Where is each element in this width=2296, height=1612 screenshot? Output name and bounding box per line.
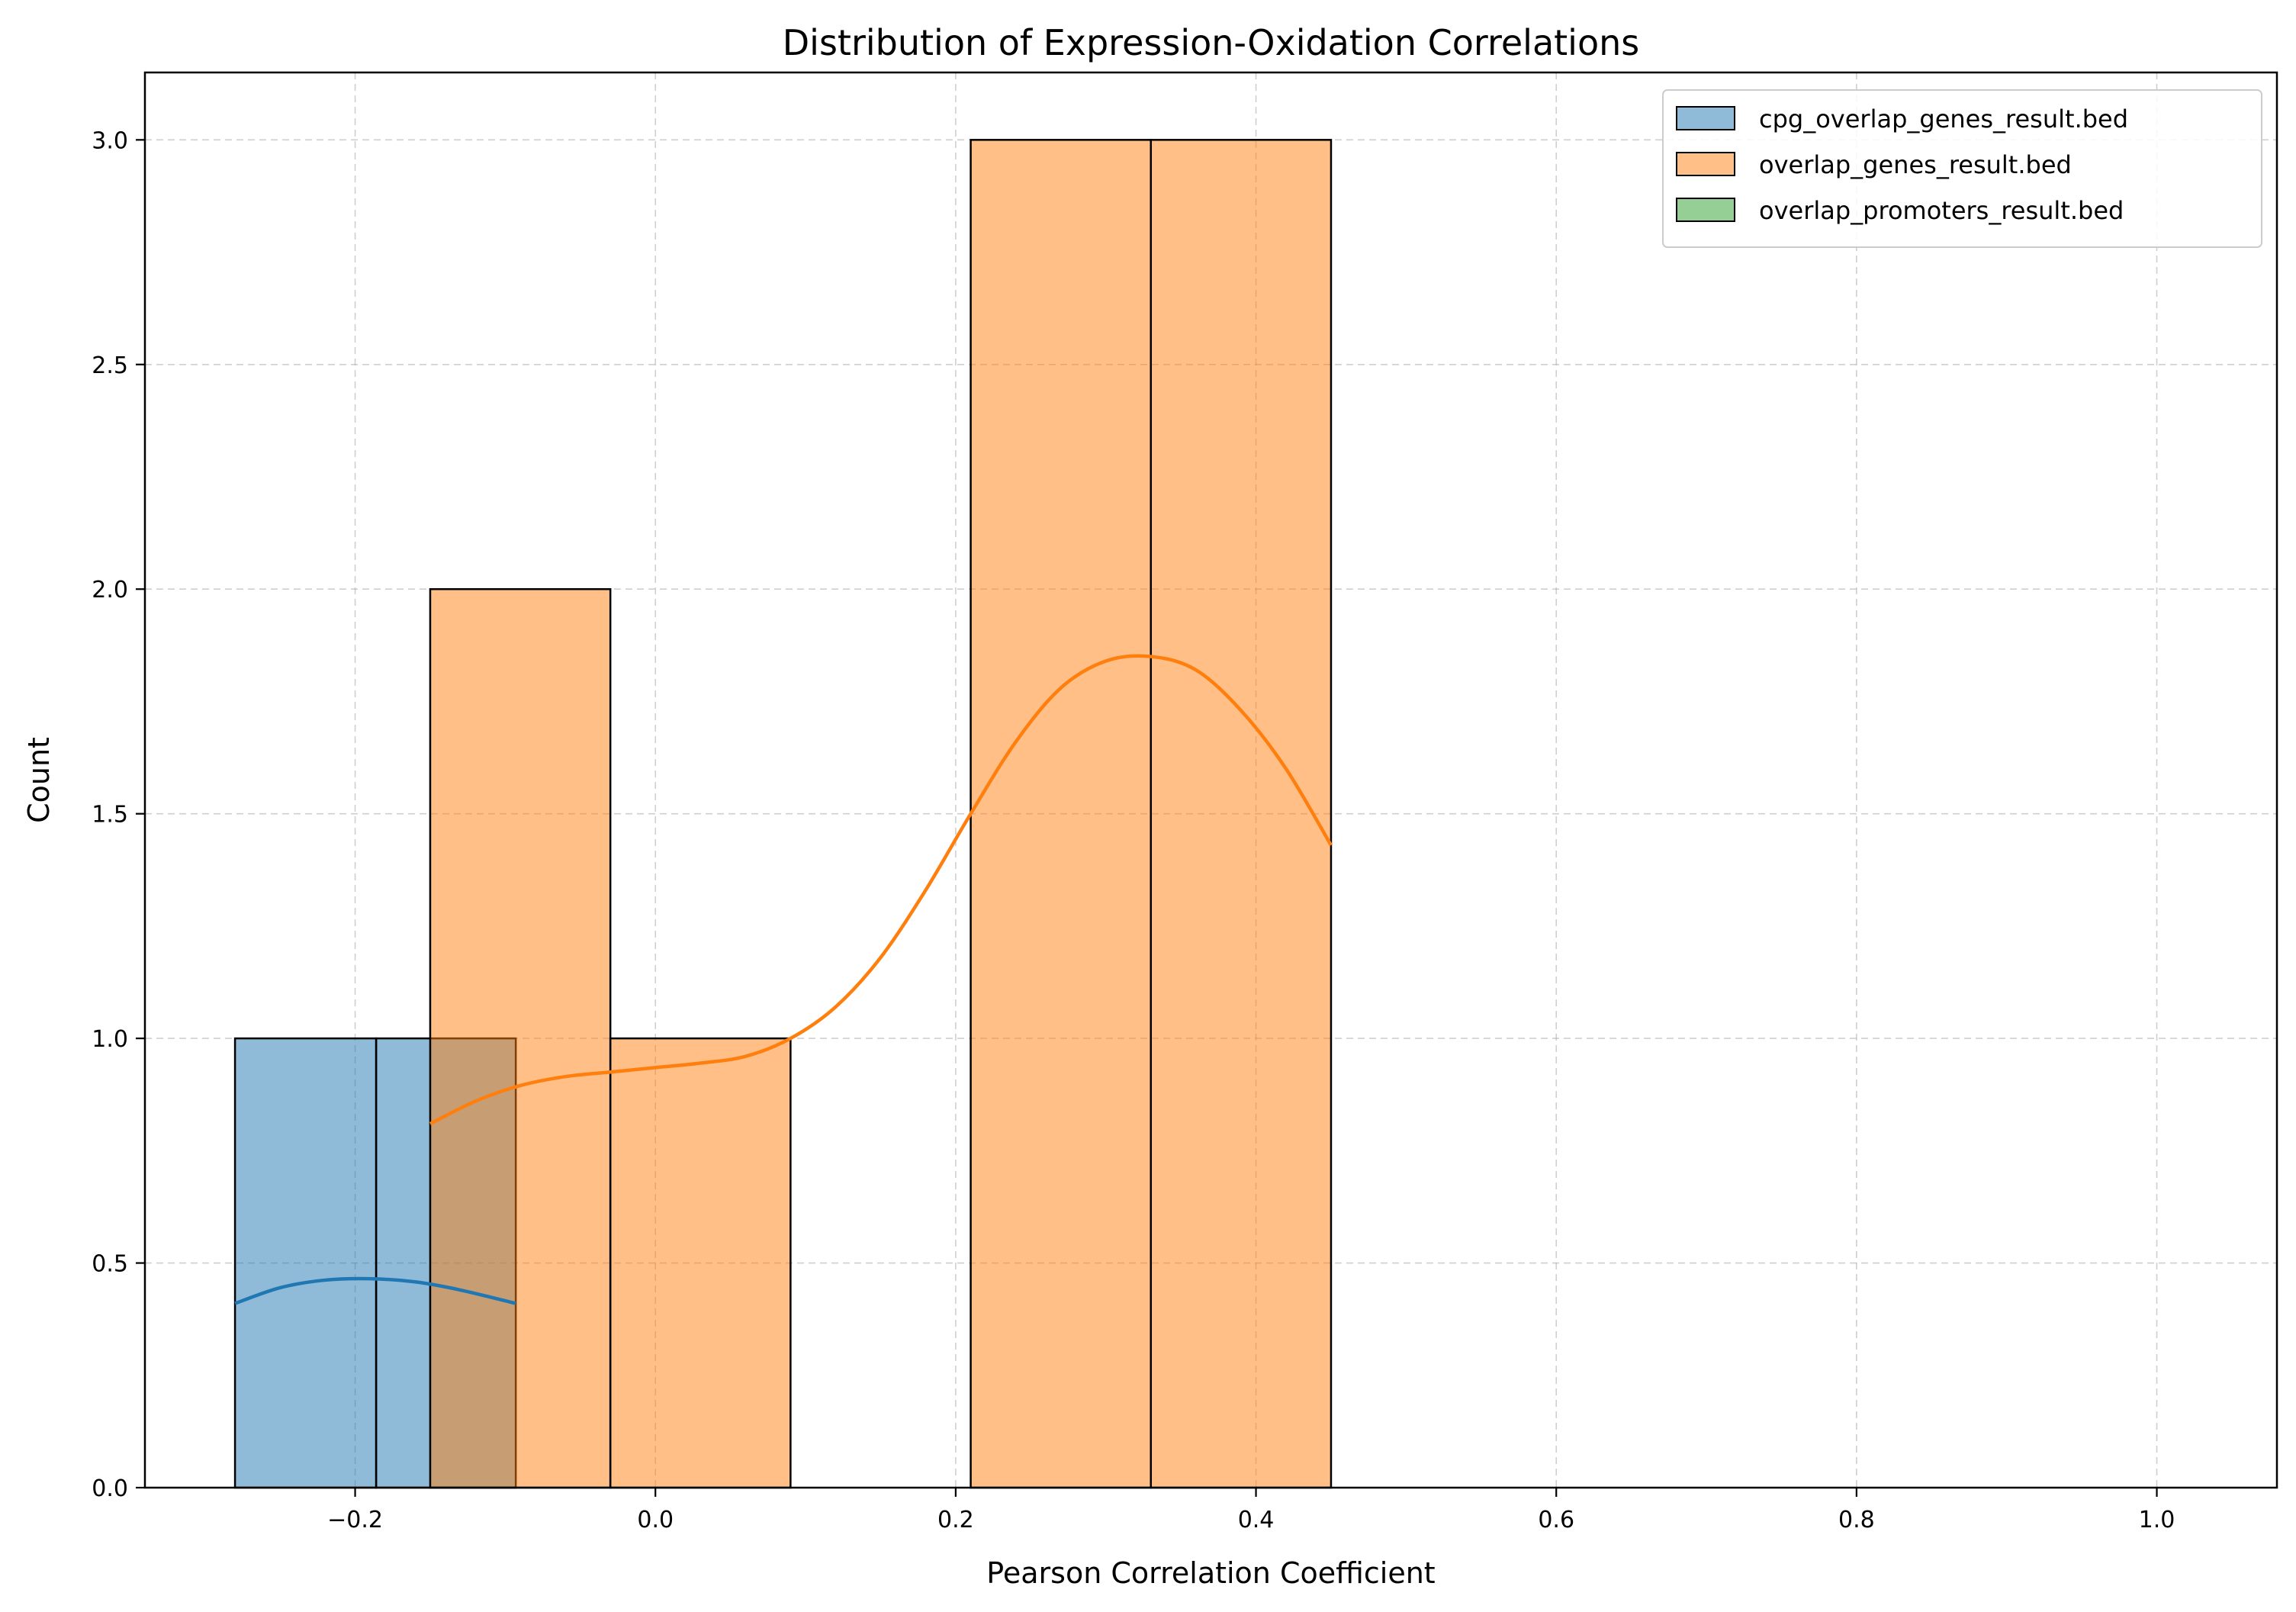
legend: cpg_overlap_genes_result.bed overlap_gene… xyxy=(1662,89,2262,248)
y-tick-label: 0.0 xyxy=(92,1475,128,1502)
plot-frame xyxy=(143,71,2278,1489)
x-axis-ticks: −0.2 0.0 0.2 0.4 0.6 0.8 1.0 xyxy=(327,1488,2175,1533)
x-tick-label: −0.2 xyxy=(327,1507,383,1533)
legend-box xyxy=(1662,89,2262,248)
x-tick-label: 0.6 xyxy=(1538,1507,1574,1533)
kde-line xyxy=(234,1276,516,1305)
histogram-bar xyxy=(970,139,1153,1489)
y-axis-label: Count xyxy=(22,737,56,823)
histogram-bar xyxy=(1150,139,1333,1489)
x-tick-label: 0.0 xyxy=(637,1507,674,1533)
histogram-bar xyxy=(609,1037,792,1489)
y-tick-label: 2.0 xyxy=(92,577,128,603)
legend-swatch xyxy=(1676,106,1735,130)
x-axis-label: Pearson Correlation Coefficient xyxy=(986,1556,1435,1590)
y-tick-label: 1.0 xyxy=(92,1026,128,1053)
x-tick-label: 0.4 xyxy=(1238,1507,1275,1533)
legend-entry: overlap_genes_result.bed xyxy=(1759,150,2072,179)
legend-entry: cpg_overlap_genes_result.bed xyxy=(1759,105,2128,134)
y-tick-label: 2.5 xyxy=(92,352,128,379)
chart-title: Distribution of Expression-Oxidation Cor… xyxy=(783,22,1639,63)
y-tick-label: 3.0 xyxy=(92,127,128,154)
kde-line xyxy=(429,654,1333,1126)
kde-curves xyxy=(234,654,1333,1305)
histogram-bar xyxy=(429,587,612,1489)
y-tick-label: 0.5 xyxy=(92,1251,128,1278)
x-tick-label: 0.2 xyxy=(937,1507,974,1533)
x-tick-label: 0.8 xyxy=(1838,1507,1875,1533)
legend-entry: overlap_promoters_result.bed xyxy=(1759,196,2124,225)
y-tick-label: 1.5 xyxy=(92,802,128,829)
series-overlap-genes-bars xyxy=(429,139,1333,1489)
y-axis-ticks: 0.0 0.5 1.0 1.5 2.0 2.5 3.0 xyxy=(92,127,145,1502)
legend-swatch xyxy=(1676,152,1735,176)
x-tick-label: 1.0 xyxy=(2139,1507,2175,1533)
legend-swatch xyxy=(1676,198,1735,222)
histogram-bar xyxy=(233,1037,378,1489)
